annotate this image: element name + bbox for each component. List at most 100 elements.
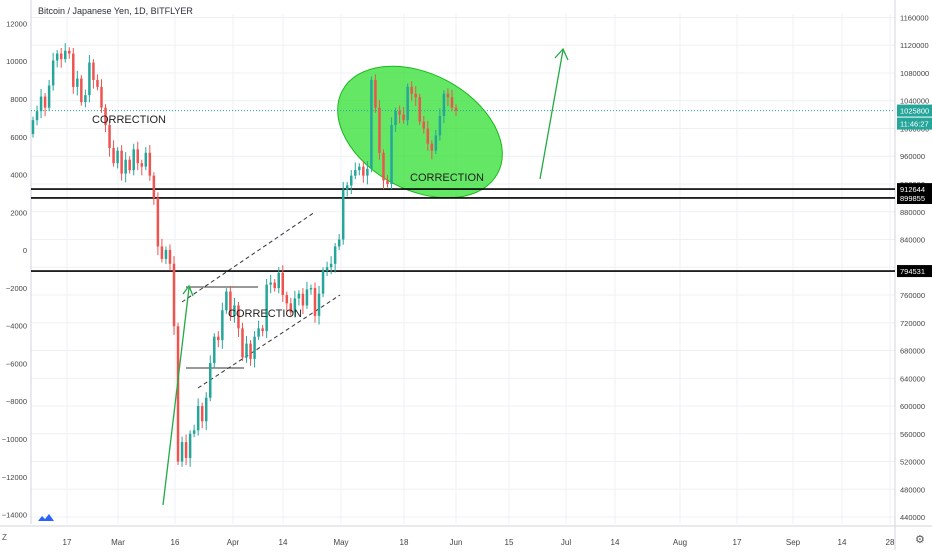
candle-body — [225, 291, 228, 311]
candle-body — [192, 430, 196, 434]
candle-body — [434, 135, 438, 151]
candle-body — [237, 305, 240, 329]
left-tick-label: 2000 — [10, 208, 27, 217]
x-tick-label: 14 — [611, 538, 620, 547]
arrow-line-left — [162, 287, 190, 506]
candle-body — [345, 185, 349, 190]
price-badge-bg — [897, 104, 932, 117]
candle-body — [168, 249, 172, 264]
candle-body — [325, 267, 329, 271]
x-tick-label: Jul — [561, 538, 571, 547]
left-tick-label: −10000 — [2, 435, 27, 444]
candle-body — [55, 53, 59, 61]
candle-body — [253, 336, 256, 359]
candle-body — [59, 53, 63, 60]
right-tick-label: 880000 — [900, 208, 925, 217]
correction-label-2: CORRECTION — [410, 172, 484, 184]
candle-body — [370, 79, 373, 169]
candle-body — [140, 163, 144, 167]
x-tick-label: 14 — [279, 538, 288, 547]
scale-button[interactable]: Z — [2, 533, 7, 542]
candle-body — [269, 282, 272, 285]
left-tick-label: −12000 — [2, 473, 27, 482]
candle-body — [120, 150, 123, 174]
level3-badge-bg — [897, 265, 932, 278]
x-tick-label: 14 — [838, 538, 847, 547]
candle-body — [398, 111, 401, 115]
right-tick-label: 440000 — [900, 513, 925, 522]
right-tick-label: 1040000 — [900, 97, 929, 106]
candle-body — [289, 303, 293, 313]
x-tick-label: 15 — [505, 538, 514, 547]
candle-body — [414, 93, 417, 98]
candle-body — [221, 310, 224, 341]
candle-body — [176, 326, 180, 462]
candle-body — [229, 291, 232, 316]
right-tick-label: 640000 — [900, 374, 925, 383]
candle-body — [200, 406, 204, 422]
candle-body — [257, 328, 260, 337]
candle-body — [213, 336, 216, 364]
candle-body — [204, 397, 208, 422]
candle-body — [35, 111, 39, 121]
x-tick-label: Aug — [673, 538, 687, 547]
candle-body — [164, 249, 168, 259]
candle-body — [350, 175, 353, 186]
x-tick-label: 17 — [733, 538, 742, 547]
candle-body — [245, 343, 248, 358]
right-tick-label: 760000 — [900, 291, 925, 300]
candle-body — [418, 97, 421, 122]
candle-body — [273, 282, 276, 289]
correction-label-1: CORRECTION — [92, 114, 166, 126]
candle-body — [374, 79, 377, 108]
candle-body — [124, 159, 127, 174]
candle-body — [180, 442, 184, 462]
candle-body — [410, 86, 413, 94]
candle-body — [309, 288, 313, 290]
candle-body — [317, 293, 321, 316]
gear-icon[interactable]: ⚙ — [915, 534, 925, 546]
candle-body — [406, 86, 409, 121]
candle-body — [297, 293, 301, 299]
candle-body — [285, 295, 289, 304]
candle-body — [402, 114, 405, 121]
x-tick-label: May — [333, 538, 348, 547]
right-tick-label: 1160000 — [900, 13, 929, 22]
candle-body — [104, 107, 107, 126]
candle-body — [96, 79, 99, 87]
candle-body — [438, 116, 442, 136]
level2-badge: 899855 — [900, 194, 925, 203]
candle-body — [422, 121, 426, 129]
left-tick-label: 12000 — [6, 19, 27, 28]
candle-body — [362, 166, 365, 176]
candle-body — [51, 60, 55, 86]
candle-body — [358, 166, 361, 171]
x-tick-label: 16 — [171, 538, 180, 547]
candle-body — [132, 149, 135, 171]
arrowhead-left — [182, 284, 194, 297]
left-tick-label: 8000 — [10, 95, 27, 104]
candle-body — [188, 433, 192, 459]
candle-body — [454, 107, 458, 111]
x-tick-label: Apr — [227, 538, 240, 547]
candle-body — [354, 170, 357, 176]
candle-body — [261, 328, 264, 332]
left-tick-label: 6000 — [10, 133, 27, 142]
right-tick-label: 960000 — [900, 152, 925, 161]
left-tick-label: −2000 — [6, 284, 27, 293]
candle-body — [233, 305, 236, 316]
candle-body — [172, 263, 176, 327]
right-tick-label: 1120000 — [900, 41, 929, 50]
candle-body — [366, 168, 369, 176]
brand-logo-icon — [38, 514, 54, 521]
left-tick-label: 4000 — [10, 171, 27, 180]
candle-body — [305, 289, 309, 306]
candle-body — [277, 272, 280, 289]
chart-title: Bitcoin / Japanese Yen, 1D, BITFLYER — [38, 6, 193, 16]
candle-body — [112, 147, 115, 164]
x-tick-label: Mar — [111, 538, 125, 547]
candle-body — [293, 298, 297, 313]
candle-body — [31, 120, 35, 135]
